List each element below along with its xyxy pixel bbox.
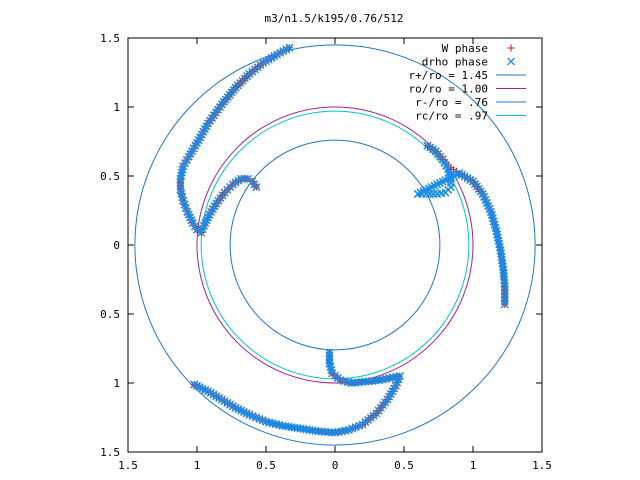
chart-title: m3/n1.5/k195/0.76/512 (264, 12, 403, 25)
y-tick-label: 1 (113, 101, 120, 114)
circle-0 (134, 44, 536, 446)
axes: 1.5 1 0.5 0 0.5 1 1.51.510.500.511.5 (100, 32, 552, 472)
x-tick-label: 0.5 (394, 459, 414, 472)
point-s1 (252, 182, 261, 192)
point-s1 (311, 426, 320, 435)
point-s1 (240, 174, 249, 183)
circle-2 (229, 139, 441, 351)
legend-label-circle-3: rc/ro = .97 (415, 110, 488, 123)
x-tick-label: 1 (194, 459, 201, 472)
x-tick-label: 1.5 (118, 459, 138, 472)
legend-label-circle-2: r-/ro = .76 (415, 96, 488, 109)
circle-1 (196, 106, 474, 384)
point-s1 (237, 174, 246, 183)
legend-label-series-1: drho phase (422, 56, 488, 69)
legend-label-series-0: W phase (442, 42, 488, 55)
legend-label-circle-1: ro/ro = 1.00 (409, 83, 488, 96)
y-tick-label: 0.5 (100, 170, 120, 183)
legend-swatch-series-1 (507, 57, 515, 66)
y-tick-label: 0 (113, 239, 120, 252)
x-tick-label: 1.5 (532, 459, 552, 472)
point-s1 (500, 293, 509, 302)
point-s1 (243, 174, 253, 183)
x-tick-label: 0.5 (256, 459, 276, 472)
y-tick-label: 1.5 (100, 32, 120, 45)
x-tick-label: 1 (470, 459, 477, 472)
point-s1 (500, 300, 509, 309)
x-tick-label: 0 (332, 459, 339, 472)
y-tick-label: 1.5 (100, 446, 120, 459)
legend-label-circle-0: r+/ro = 1.45 (409, 69, 488, 82)
legend-swatch-series-0 (507, 44, 515, 52)
y-tick-label: 0.5 (100, 308, 120, 321)
y-tick-label: 1 (113, 377, 120, 390)
circle-3 (200, 110, 470, 380)
point-s1 (325, 348, 334, 357)
data-points (176, 43, 509, 437)
point-s1 (500, 296, 509, 305)
